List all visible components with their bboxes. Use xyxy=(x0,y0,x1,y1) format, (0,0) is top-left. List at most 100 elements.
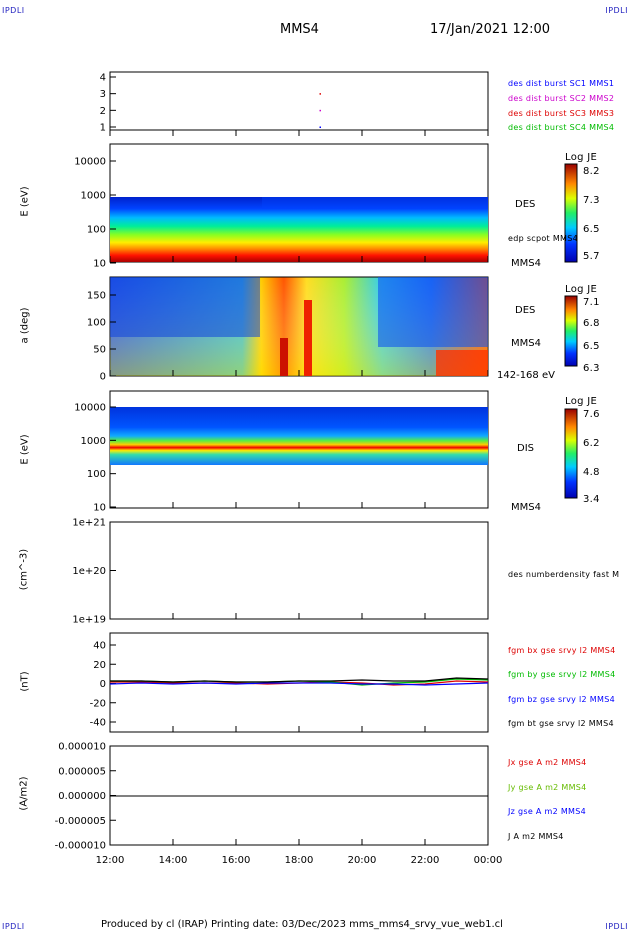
current-legend-jy: Jy gse A m2 MMS4 xyxy=(508,783,587,792)
burst-point xyxy=(319,109,321,112)
ylabel-fgm: (nT) xyxy=(19,671,31,692)
cbar2-mid1: 6.8 xyxy=(583,318,600,329)
cbar1-min: 5.7 xyxy=(583,251,600,262)
corner-label-tr: IPDLI xyxy=(605,6,628,15)
current-tick-label: -0.000010 xyxy=(55,841,106,852)
spacecraft-title: MMS4 xyxy=(280,22,319,37)
des-energy-y-ticks: 10 100 1000 10000 xyxy=(74,157,116,270)
des-energy-tick-label: 1000 xyxy=(81,191,106,202)
fgm-tick-label: -40 xyxy=(90,718,106,729)
density-tick-label: 1e+19 xyxy=(72,615,106,626)
burst-y-ticks: 1 2 3 4 xyxy=(100,73,116,134)
des-pitch-sc: MMS4 xyxy=(511,338,541,349)
fgm-legend-bz: fgm bz gse srvy l2 MMS4 xyxy=(508,695,615,704)
des-energy-tick-label: 10 xyxy=(93,259,106,270)
current-legend-j: J A m2 MMS4 xyxy=(508,832,564,841)
dis-energy-spectrogram xyxy=(110,407,488,465)
time-tick-label: 00:00 xyxy=(474,855,503,866)
cbar2-max: 7.1 xyxy=(583,297,600,308)
panel-burst: 1 2 3 4 xyxy=(100,71,489,134)
panel-dis-energy: 10 100 1000 10000 xyxy=(74,390,489,514)
burst-tick-label: 4 xyxy=(100,73,106,84)
corner-label-bl: IPDLI xyxy=(2,922,25,931)
des-pitch-tick-label: 0 xyxy=(100,372,106,383)
dis-energy-tag: DIS xyxy=(517,443,534,454)
ylabel-des-pitch: a (deg) xyxy=(19,307,31,344)
des-pitch-tick-label: 50 xyxy=(93,345,106,356)
current-legend-jz: Jz gse A m2 MMS4 xyxy=(508,807,587,816)
des-pitch-range: 142-168 eV xyxy=(497,370,555,381)
des-pitch-tag: DES xyxy=(515,305,536,316)
burst-tick-label: 3 xyxy=(100,89,106,100)
current-tick-label: 0.000010 xyxy=(58,742,106,753)
time-tick-label: 22:00 xyxy=(411,855,440,866)
density-tick-label: 1e+20 xyxy=(72,566,106,577)
cbar3-max: 7.6 xyxy=(583,409,600,420)
corner-label-br: IPDLI xyxy=(605,922,628,931)
cbar2-min: 6.3 xyxy=(583,363,600,374)
burst-points xyxy=(319,93,321,128)
colorbar-des-pitch xyxy=(564,295,578,367)
ylabel-density: (cm^-3) xyxy=(18,548,30,591)
cbar3-mid1: 6.2 xyxy=(583,438,600,449)
panel-des-pitch: 0 50 100 150 xyxy=(87,276,489,383)
panel-fgm: -40 -20 0 20 40 xyxy=(90,632,489,733)
des-energy-tick-label: 10000 xyxy=(74,157,106,168)
cbar1-mid2: 6.5 xyxy=(583,224,600,235)
cbar1-mid1: 7.3 xyxy=(583,195,600,206)
fgm-tick-label: -20 xyxy=(90,698,106,709)
burst-point xyxy=(319,93,321,95)
burst-legend-3: des dist burst SC3 MMS3 xyxy=(508,109,615,118)
fgm-tick-label: 40 xyxy=(93,641,106,652)
density-y-ticks: 1e+19 1e+20 1e+21 xyxy=(72,518,116,626)
ylabel-des-energy: E (eV) xyxy=(19,186,31,217)
cbar1-max: 8.2 xyxy=(583,166,600,177)
time-tick-label: 12:00 xyxy=(96,855,125,866)
panel-density: 1e+19 1e+20 1e+21 xyxy=(72,518,489,626)
current-tick-label: 0.000000 xyxy=(58,791,106,802)
ylabel-dis-energy: E (eV) xyxy=(19,434,31,465)
density-legend: des numberdensity fast M xyxy=(508,570,620,579)
burst-legend-4: des dist burst SC4 MMS4 xyxy=(508,123,615,132)
cbar2-mid2: 6.5 xyxy=(583,341,600,352)
time-tick-label: 18:00 xyxy=(285,855,314,866)
time-tick-label: 16:00 xyxy=(222,855,251,866)
fgm-legend-bt: fgm bt gse srvy l2 MMS4 xyxy=(508,719,614,728)
panel-current: -0.000010 -0.000005 0.000000 0.000005 0.0000… xyxy=(55,742,489,852)
cbar3-min: 3.4 xyxy=(583,494,600,505)
time-axis-ticks: 12:00 14:00 16:00 18:00 20:00 22:00 00:00 xyxy=(96,130,503,866)
datetime-title: 17/Jan/2021 12:00 xyxy=(430,22,551,37)
cbar3-title: Log JE xyxy=(565,396,598,407)
time-tick-label: 14:00 xyxy=(159,855,188,866)
des-energy-tag: DES xyxy=(515,199,536,210)
colorbar-des-energy xyxy=(564,163,578,263)
dis-energy-tick-label: 10000 xyxy=(74,403,106,414)
des-energy-sc: MMS4 xyxy=(511,258,541,269)
density-tick-label: 1e+21 xyxy=(72,518,106,529)
dis-energy-tick-label: 1000 xyxy=(81,436,106,447)
cbar1-title: Log JE xyxy=(565,152,598,163)
fgm-tick-label: 0 xyxy=(100,679,106,690)
des-pitch-tick-label: 150 xyxy=(87,291,106,302)
dis-energy-sc: MMS4 xyxy=(511,502,541,513)
des-pitch-tick-label: 100 xyxy=(87,318,106,329)
dis-energy-tick-label: 100 xyxy=(87,469,106,480)
burst-legend-2: des dist burst SC2 MMS2 xyxy=(508,94,615,103)
current-y-ticks: -0.000010 -0.000005 0.000000 0.000005 0.0000… xyxy=(55,742,116,852)
des-pitch-y-ticks: 0 50 100 150 xyxy=(87,291,116,383)
fgm-series-lines xyxy=(109,677,489,686)
burst-tick-label: 1 xyxy=(100,123,106,134)
burst-legend-1: des dist burst SC1 MMS1 xyxy=(508,79,615,88)
footer-text: Produced by cl (IRAP) Printing date: 03/… xyxy=(101,919,503,930)
fgm-series-line xyxy=(109,682,489,686)
current-tick-label: 0.000005 xyxy=(58,766,106,777)
des-energy-spectrogram xyxy=(110,197,488,262)
time-tick-label: 20:00 xyxy=(348,855,377,866)
fgm-series-line xyxy=(110,677,489,683)
current-legend-jx: Jx gse A m2 MMS4 xyxy=(508,758,587,767)
dis-energy-y-ticks: 10 100 1000 10000 xyxy=(74,403,116,514)
fgm-legend-by: fgm by gse srvy l2 MMS4 xyxy=(508,670,616,679)
burst-tick-label: 2 xyxy=(100,106,106,117)
fgm-legend-bx: fgm bx gse srvy l2 MMS4 xyxy=(508,646,616,655)
